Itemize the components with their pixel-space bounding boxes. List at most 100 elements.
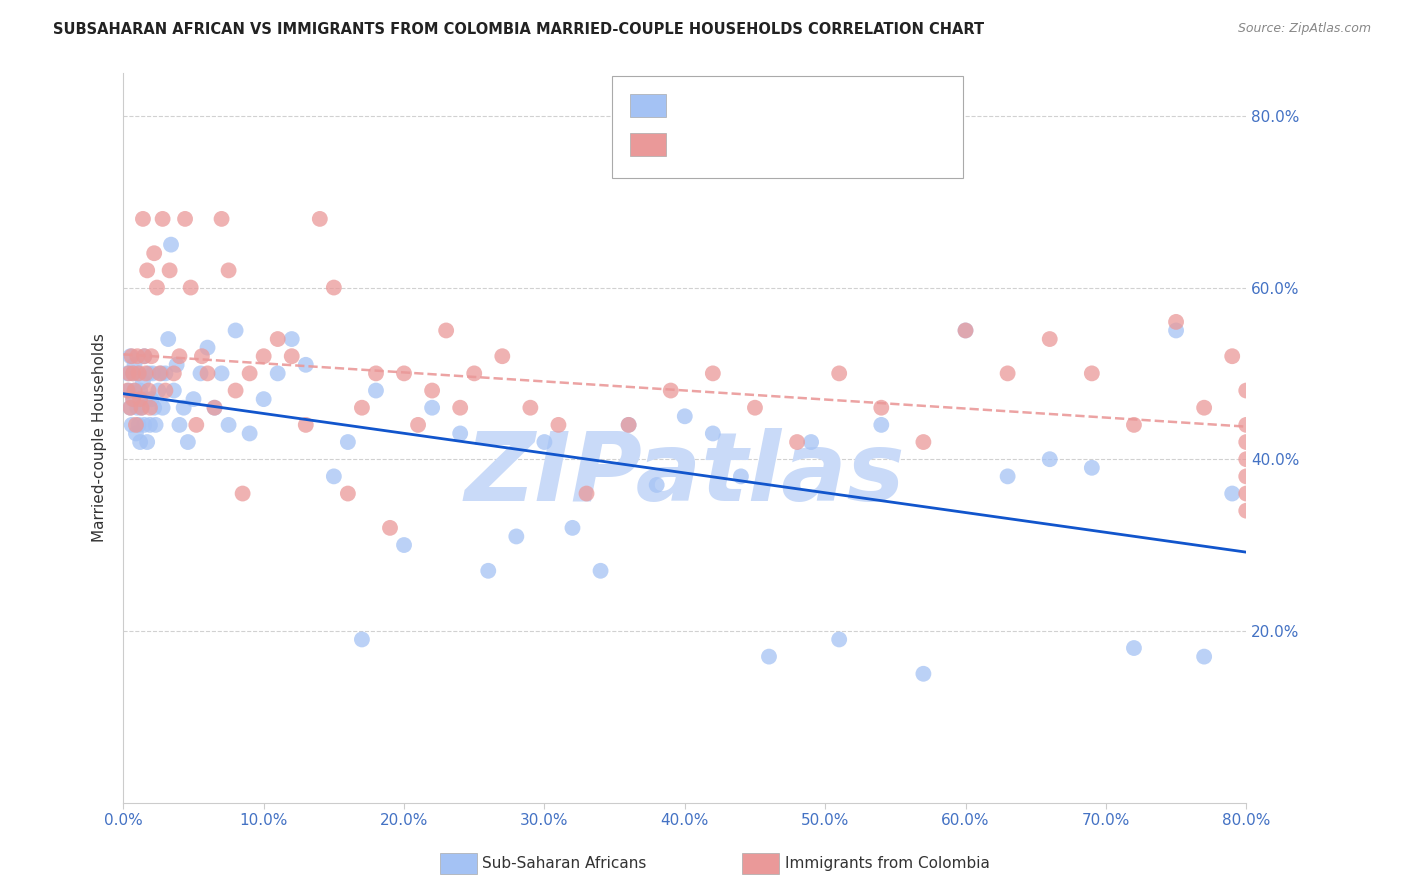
Point: [912, 666, 935, 681]
Point: [169, 417, 191, 432]
Point: [955, 323, 977, 337]
Point: [131, 401, 153, 415]
Point: [1234, 504, 1257, 518]
Point: [364, 367, 387, 381]
Point: [169, 349, 191, 363]
Point: [589, 564, 612, 578]
Point: [1123, 640, 1146, 655]
Point: [645, 478, 668, 492]
Point: [122, 392, 145, 406]
Point: [477, 564, 499, 578]
Point: [128, 417, 150, 432]
Point: [125, 417, 148, 432]
Point: [117, 384, 139, 398]
Point: [491, 349, 513, 363]
Point: [392, 367, 415, 381]
Point: [350, 632, 373, 647]
Point: [121, 349, 143, 363]
Point: [132, 211, 155, 226]
Point: [406, 417, 429, 432]
Point: [912, 435, 935, 450]
Point: [118, 384, 141, 398]
Point: [177, 435, 200, 450]
Point: [131, 401, 153, 415]
Point: [1234, 452, 1257, 467]
Point: [1234, 417, 1257, 432]
Point: [129, 435, 152, 450]
Point: [143, 401, 166, 415]
Point: [125, 426, 148, 441]
Point: [267, 332, 290, 346]
Point: [211, 211, 233, 226]
Point: [204, 401, 226, 415]
Point: [121, 417, 143, 432]
Point: [1234, 384, 1257, 398]
Point: [673, 409, 696, 424]
Point: [163, 384, 186, 398]
Point: [152, 401, 174, 415]
Text: N =: N =: [772, 136, 808, 153]
Point: [1081, 367, 1104, 381]
Point: [129, 392, 152, 406]
Point: [786, 435, 808, 450]
Point: [190, 367, 212, 381]
Point: [186, 417, 208, 432]
Point: [232, 486, 254, 500]
Point: [163, 367, 186, 381]
Point: [1164, 323, 1187, 337]
Point: [336, 435, 359, 450]
Point: [828, 632, 851, 647]
Point: [225, 323, 247, 337]
Point: [997, 367, 1019, 381]
Point: [870, 401, 893, 415]
Point: [145, 417, 167, 432]
Point: [117, 367, 139, 381]
Point: [138, 384, 160, 398]
Point: [128, 367, 150, 381]
Point: [378, 521, 401, 535]
Point: [204, 401, 226, 415]
Point: [118, 367, 141, 381]
Point: [139, 401, 162, 415]
Point: [141, 349, 163, 363]
Point: [139, 417, 162, 432]
Point: [141, 392, 163, 406]
Point: [828, 367, 851, 381]
Point: [197, 367, 219, 381]
Point: [1220, 486, 1243, 500]
Point: [463, 367, 485, 381]
Text: ZIPatlas: ZIPatlas: [464, 428, 905, 521]
Point: [127, 367, 149, 381]
Point: [519, 401, 541, 415]
Point: [180, 280, 202, 294]
Point: [239, 426, 262, 441]
Point: [122, 392, 145, 406]
Point: [449, 401, 471, 415]
Point: [155, 367, 177, 381]
Point: [197, 341, 219, 355]
Point: [336, 486, 359, 500]
Point: [124, 384, 146, 398]
Point: [702, 367, 724, 381]
Point: [134, 417, 156, 432]
Point: [420, 401, 443, 415]
Point: [134, 349, 156, 363]
Point: [870, 417, 893, 432]
Point: [533, 435, 555, 450]
Point: [183, 392, 205, 406]
Point: [138, 367, 160, 381]
Point: [157, 332, 180, 346]
Point: [1234, 469, 1257, 483]
Point: [253, 349, 276, 363]
Text: Source: ZipAtlas.com: Source: ZipAtlas.com: [1237, 22, 1371, 36]
Point: [702, 426, 724, 441]
Point: [420, 384, 443, 398]
Point: [730, 469, 752, 483]
Text: SUBSAHARAN AFRICAN VS IMMIGRANTS FROM COLOMBIA MARRIED-COUPLE HOUSEHOLDS CORRELA: SUBSAHARAN AFRICAN VS IMMIGRANTS FROM CO…: [53, 22, 984, 37]
Text: R =: R =: [678, 96, 714, 114]
Point: [218, 417, 240, 432]
Point: [294, 417, 316, 432]
Point: [136, 263, 159, 277]
Point: [392, 538, 415, 552]
Point: [173, 401, 195, 415]
